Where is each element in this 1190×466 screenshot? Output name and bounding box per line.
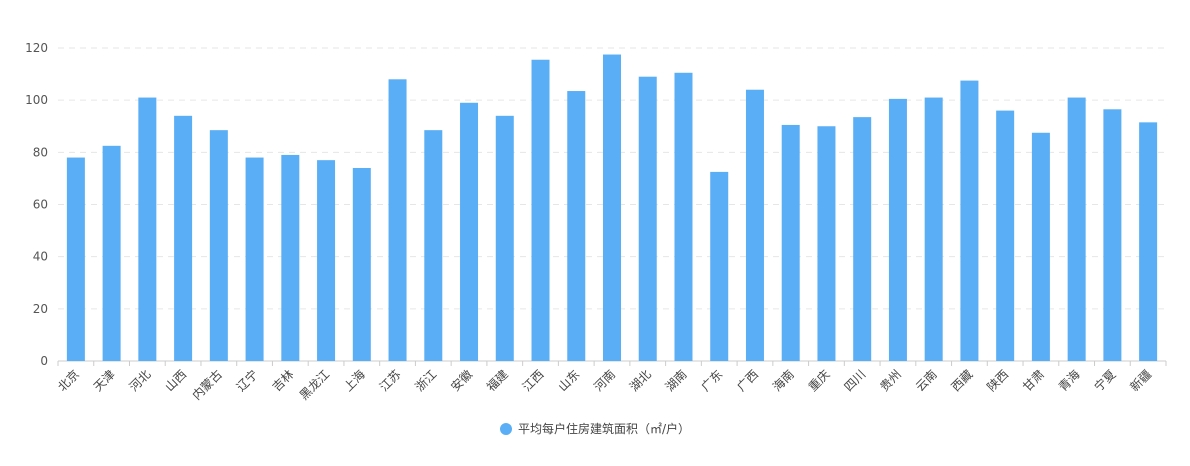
- bar: [460, 102, 479, 362]
- bar: [1031, 132, 1050, 361]
- bar: [209, 130, 228, 361]
- x-tick-label: 北京: [55, 367, 82, 394]
- y-tick-label: 0: [40, 354, 48, 368]
- x-tick-label: 河北: [127, 367, 154, 394]
- bar: [638, 76, 657, 362]
- x-tick-label: 新疆: [1127, 367, 1155, 395]
- bar: [317, 160, 336, 361]
- bars: [66, 54, 1158, 362]
- y-tick-label: 40: [33, 250, 48, 264]
- x-tick-label: 河南: [591, 367, 619, 395]
- y-tick-label: 80: [33, 145, 48, 159]
- x-tick-label: 吉林: [270, 367, 297, 394]
- y-tick-label: 60: [33, 198, 48, 212]
- x-tick-label: 宁夏: [1091, 367, 1119, 395]
- x-tick-label: 贵州: [877, 367, 904, 394]
- bar: [424, 130, 443, 361]
- x-tick-label: 海南: [769, 367, 797, 395]
- bar: [1067, 97, 1086, 361]
- x-tick-label: 重庆: [806, 367, 833, 394]
- axis-labels: 0 20 40 60 80 100 120 北京 天津 河北 山西 内蒙古 辽宁 吉林 黑龙江 上海 江苏 浙江安…: [25, 41, 1154, 403]
- legend-marker-icon: [499, 422, 512, 435]
- bar: [281, 154, 300, 361]
- bar: [567, 91, 586, 361]
- x-tick-label: 福建: [483, 367, 511, 395]
- bar: [817, 126, 836, 361]
- bar: [102, 145, 121, 361]
- bar: [853, 117, 872, 361]
- bar: [388, 79, 407, 362]
- bar: [138, 97, 157, 361]
- y-tick-label: 100: [25, 93, 48, 107]
- axes: [57, 360, 1167, 366]
- x-tick-label: 安徽: [448, 367, 476, 395]
- bar: [174, 115, 193, 361]
- legend[interactable]: 平均每户住房建筑面积（㎡/户）: [0, 420, 1190, 438]
- x-tick-label: 青海: [1055, 367, 1083, 395]
- y-tick-label: 120: [25, 41, 48, 55]
- bar: [924, 97, 943, 361]
- bar: [960, 80, 979, 362]
- x-tick-label: 黑龙江: [297, 367, 332, 402]
- x-tick-label: 山东: [555, 367, 582, 394]
- x-tick-label: 广东: [698, 367, 725, 394]
- bar: [531, 59, 550, 362]
- x-tick-label: 内蒙古: [189, 367, 225, 403]
- x-tick-label: 四川: [841, 367, 868, 394]
- bar: [1103, 109, 1122, 361]
- bar: [352, 167, 371, 361]
- x-tick-label: 辽宁: [233, 367, 261, 395]
- bar: [781, 124, 800, 361]
- x-tick-label: 湖南: [662, 367, 690, 395]
- x-tick-label: 广西: [734, 367, 761, 394]
- x-tick-label: 浙江: [413, 367, 440, 394]
- x-tick-label: 天津: [91, 367, 118, 394]
- bar: [495, 115, 514, 361]
- x-tick-label: 陕西: [984, 367, 1012, 395]
- bar-chart: 0 20 40 60 80 100 120 北京 天津 河北 山西 内蒙古 辽宁 吉林 黑龙江 上海 江苏 浙江安…: [25, 41, 1167, 403]
- bar: [603, 54, 621, 361]
- bar: [245, 157, 264, 361]
- bar: [674, 72, 693, 361]
- x-tick-label: 江西: [520, 367, 547, 394]
- x-tick-label: 甘肃: [1020, 367, 1047, 394]
- legend-label: 平均每户住房建筑面积（㎡/户）: [517, 422, 691, 436]
- bar: [1139, 122, 1158, 362]
- bar: [745, 89, 764, 361]
- bar: [710, 171, 729, 361]
- x-tick-label: 云南: [912, 367, 940, 395]
- bar: [888, 98, 907, 362]
- x-tick-label: 西藏: [949, 367, 976, 394]
- y-tick-label: 20: [33, 302, 48, 316]
- x-tick-label: 山西: [162, 367, 189, 394]
- bar: [996, 110, 1015, 361]
- x-tick-label: 江苏: [377, 367, 404, 394]
- x-tick-label: 湖北: [626, 367, 654, 395]
- bar: [66, 157, 85, 361]
- x-tick-label: 上海: [340, 367, 368, 395]
